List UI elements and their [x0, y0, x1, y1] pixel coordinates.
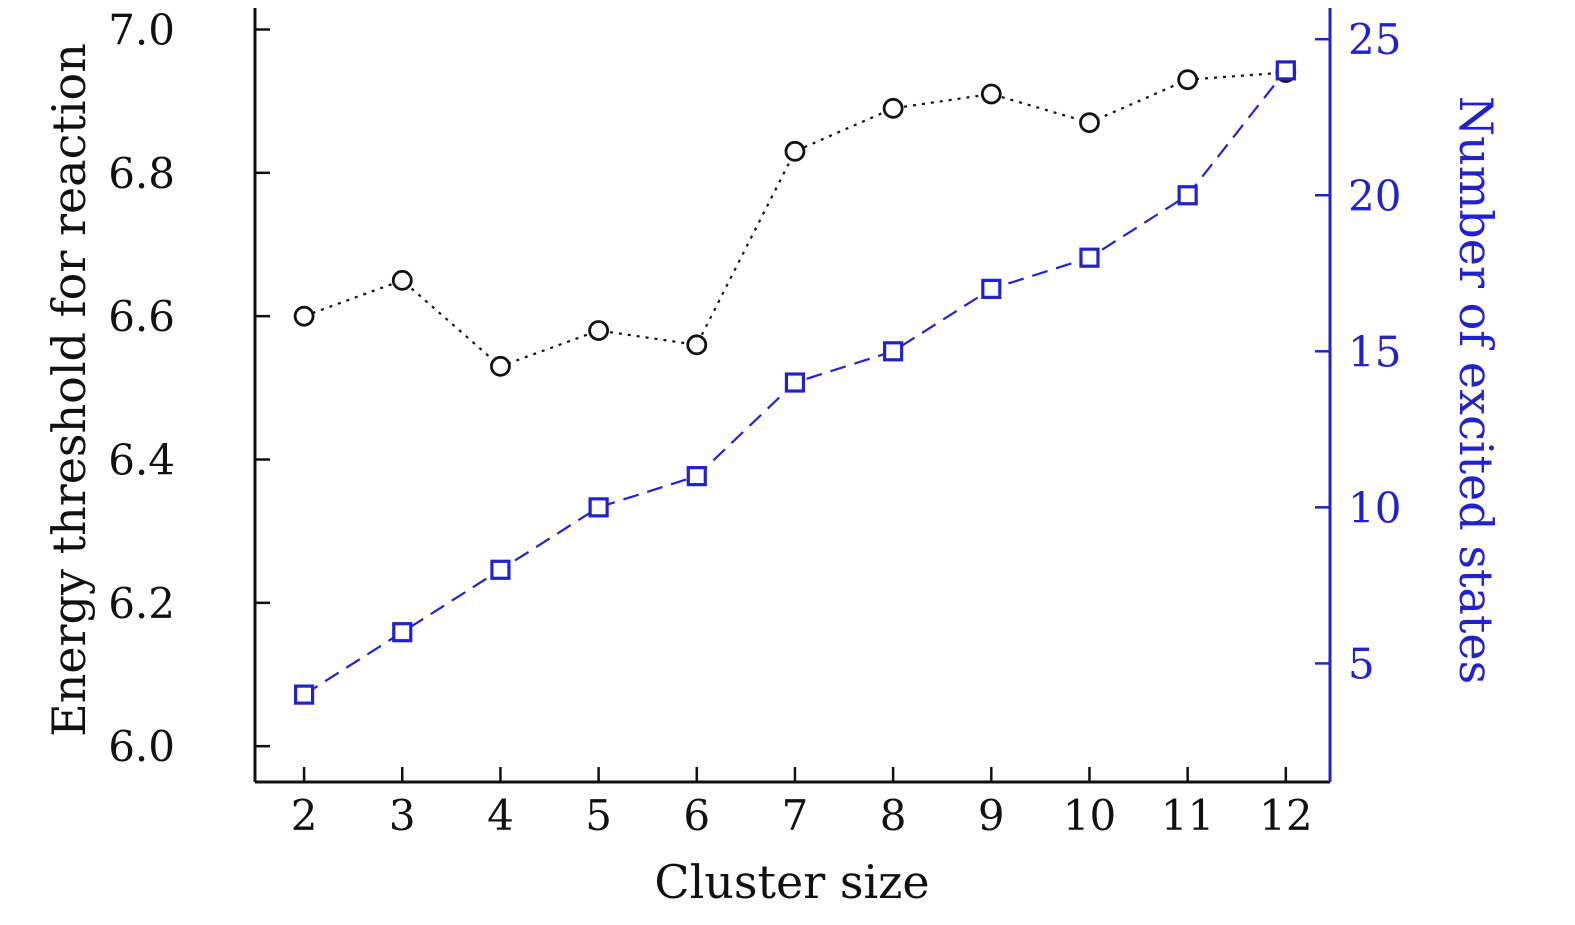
right-tick-label: 10: [1348, 483, 1401, 532]
x-tick-label: 4: [487, 791, 514, 840]
x-tick-label: 6: [683, 791, 710, 840]
circle-marker: [293, 305, 315, 327]
x-tick-label: 3: [389, 791, 416, 840]
circle-marker: [1177, 69, 1199, 91]
square-marker: [588, 497, 609, 518]
circle-marker: [391, 269, 413, 291]
left-tick-label: 6.2: [108, 579, 175, 628]
left-tick-label: 6.4: [108, 436, 175, 485]
square-marker: [293, 684, 315, 705]
right-axis-title: Number of excited states: [1449, 96, 1503, 684]
square-marker: [883, 341, 904, 362]
square-marker: [1079, 247, 1100, 268]
circle-marker: [686, 334, 708, 356]
x-tick-label: 7: [782, 791, 809, 840]
right-tick-label: 20: [1348, 171, 1401, 220]
x-tick-label: 2: [291, 791, 318, 840]
left-axis-title: Energy threshold for reaction: [42, 43, 96, 737]
left-tick-label: 6.6: [108, 292, 175, 341]
left-tick-label: 6.8: [108, 149, 175, 198]
circle-marker: [980, 83, 1002, 105]
x-tick-label: 5: [585, 791, 612, 840]
square-marker: [1177, 185, 1198, 206]
square-marker: [392, 622, 413, 643]
circle-marker: [882, 97, 904, 119]
square-marker: [490, 559, 511, 580]
left-tick-label: 7.0: [108, 6, 175, 55]
x-axis-title: Cluster size: [654, 855, 929, 909]
x-tick-label: 11: [1161, 791, 1214, 840]
series-line-circle: [303, 71, 1286, 368]
left-tick-label: 6.0: [108, 722, 175, 771]
x-tick-label: 10: [1063, 791, 1116, 840]
square-marker: [1275, 60, 1296, 81]
right-tick-label: 5: [1348, 639, 1375, 688]
circle-marker: [490, 355, 511, 377]
square-marker: [981, 278, 1002, 299]
circle-marker: [1079, 112, 1100, 134]
circle-marker: [588, 320, 610, 341]
square-marker: [686, 466, 707, 487]
x-tick-label: 9: [978, 791, 1005, 840]
circle-marker: [784, 140, 806, 162]
x-tick-label: 8: [880, 791, 907, 840]
right-tick-label: 15: [1348, 327, 1401, 376]
right-tick-label: 25: [1348, 15, 1401, 64]
square-marker: [784, 372, 806, 393]
x-tick-label: 12: [1259, 791, 1312, 840]
